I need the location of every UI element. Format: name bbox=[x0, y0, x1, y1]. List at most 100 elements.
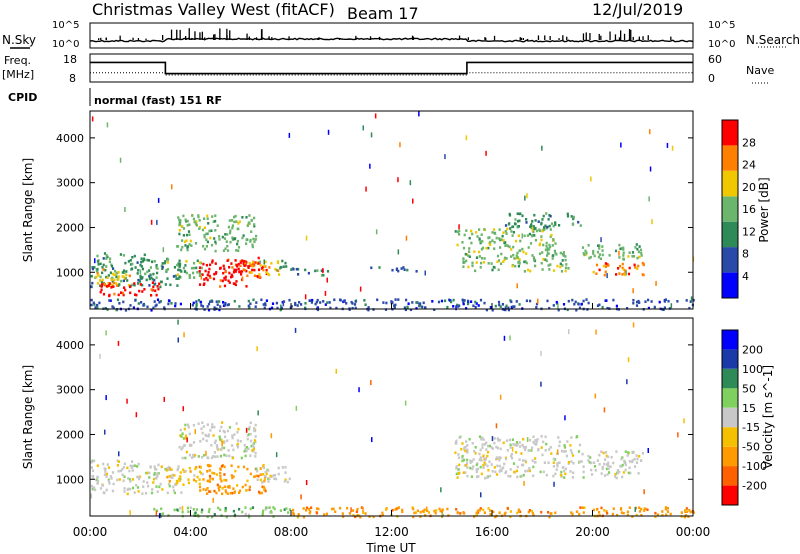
heatmap-cell bbox=[179, 471, 182, 474]
heatmap-cell bbox=[656, 513, 659, 516]
heatmap-cell bbox=[99, 275, 102, 279]
heatmap-cell bbox=[214, 240, 217, 244]
colorbar-swatch bbox=[722, 120, 738, 146]
heatmap-cell bbox=[91, 487, 94, 491]
heatmap-cell bbox=[496, 437, 499, 440]
heatmap-cell bbox=[302, 515, 306, 519]
heatmap-cell bbox=[140, 301, 143, 304]
heatmap-cell bbox=[129, 291, 132, 295]
heatmap-cell bbox=[532, 474, 535, 478]
heatmap-cell bbox=[642, 273, 645, 277]
heatmap-cell bbox=[212, 455, 215, 458]
heatmap-cell bbox=[618, 250, 620, 256]
heatmap-cell bbox=[116, 464, 119, 467]
heatmap-cell bbox=[214, 439, 217, 443]
heatmap-cell bbox=[307, 271, 310, 275]
heatmap-cell bbox=[115, 271, 118, 275]
heatmap-cell bbox=[96, 272, 99, 275]
heatmap-cell bbox=[446, 305, 449, 309]
heatmap-cell bbox=[621, 456, 624, 459]
noise-search-mark bbox=[213, 34, 215, 40]
heatmap-cell bbox=[224, 489, 227, 492]
heatmap-cell bbox=[396, 506, 399, 510]
heatmap-cell bbox=[275, 269, 278, 272]
heatmap-cell bbox=[123, 462, 126, 466]
heatmap-cell bbox=[148, 476, 151, 479]
heatmap-cell bbox=[104, 284, 107, 287]
noise-search-mark bbox=[199, 32, 201, 40]
heatmap-cell bbox=[235, 280, 238, 283]
heatmap-cell bbox=[237, 262, 240, 266]
heatmap-cell bbox=[618, 264, 622, 268]
heatmap-cell bbox=[146, 471, 149, 475]
heatmap-cell bbox=[487, 450, 490, 454]
noise-search-mark bbox=[378, 36, 381, 40]
noise-right-tick-low: 10^0 bbox=[708, 39, 735, 50]
heatmap-cell bbox=[244, 447, 247, 451]
heatmap-cell bbox=[543, 226, 546, 229]
heatmap-cell bbox=[112, 306, 115, 310]
heatmap-cell bbox=[514, 257, 517, 260]
heatmap-cell bbox=[598, 303, 601, 307]
heatmap-cell bbox=[230, 474, 233, 477]
noise-search-mark bbox=[630, 29, 632, 40]
heatmap-cell bbox=[249, 421, 252, 425]
heatmap-cell bbox=[254, 455, 257, 458]
heatmap-cell bbox=[628, 251, 631, 254]
heatmap-cell bbox=[511, 446, 514, 452]
heatmap-cell bbox=[288, 508, 291, 511]
noise-search-mark bbox=[214, 34, 216, 40]
heatmap-cell bbox=[267, 480, 270, 483]
colorbar-swatch bbox=[722, 466, 738, 486]
y-tick-label: 4000 bbox=[56, 132, 84, 145]
heatmap-cell bbox=[545, 442, 548, 446]
heatmap-cell bbox=[465, 253, 469, 256]
heatmap-cell bbox=[172, 275, 175, 278]
heatmap-cell bbox=[230, 275, 233, 279]
heatmap-cell bbox=[156, 474, 159, 478]
heatmap-cell bbox=[412, 198, 414, 204]
heatmap-cell bbox=[483, 511, 486, 514]
heatmap-cell bbox=[489, 240, 492, 244]
heatmap-cell bbox=[201, 456, 204, 459]
heatmap-cell bbox=[540, 221, 543, 225]
heatmap-cell bbox=[131, 486, 135, 490]
heatmap-cell bbox=[469, 461, 472, 464]
heatmap-cell bbox=[218, 435, 221, 439]
heatmap-cell bbox=[106, 276, 109, 279]
heatmap-cell bbox=[317, 507, 320, 511]
heatmap-cell bbox=[400, 267, 403, 270]
heatmap-cell bbox=[251, 243, 254, 247]
heatmap-cell bbox=[568, 329, 570, 335]
colorbar-tick-label: -100 bbox=[742, 460, 767, 473]
heatmap-cell bbox=[118, 302, 121, 305]
heatmap-cell bbox=[153, 477, 156, 481]
heatmap-cell bbox=[658, 300, 661, 304]
heatmap-cell bbox=[471, 261, 474, 265]
heatmap-cell bbox=[280, 304, 282, 310]
heatmap-cell bbox=[228, 484, 231, 488]
heatmap-cell bbox=[687, 515, 690, 518]
heatmap-cell bbox=[557, 436, 560, 439]
heatmap-cell bbox=[261, 485, 264, 489]
heatmap-cell bbox=[218, 235, 221, 238]
heatmap-cell bbox=[256, 469, 259, 473]
heatmap-cell bbox=[142, 304, 145, 307]
x-tick-label: 00:00 bbox=[676, 525, 711, 539]
heatmap-cell bbox=[513, 257, 516, 260]
heatmap-cell bbox=[516, 283, 518, 289]
noise-search-mark bbox=[219, 28, 221, 40]
heatmap-cell bbox=[531, 459, 534, 462]
heatmap-cell bbox=[212, 497, 214, 503]
heatmap-cell bbox=[514, 222, 517, 226]
heatmap-cell bbox=[329, 306, 332, 310]
heatmap-cell bbox=[633, 465, 637, 468]
heatmap-cell bbox=[526, 437, 529, 442]
heatmap-cell bbox=[186, 224, 189, 227]
colorbar-tick-label: 200 bbox=[742, 343, 763, 356]
colorbar-tick-label: 16 bbox=[742, 203, 756, 216]
heatmap-cell bbox=[623, 461, 626, 465]
heatmap-cell bbox=[606, 473, 609, 476]
heatmap-cell bbox=[548, 515, 551, 519]
heatmap-cell bbox=[102, 462, 105, 466]
